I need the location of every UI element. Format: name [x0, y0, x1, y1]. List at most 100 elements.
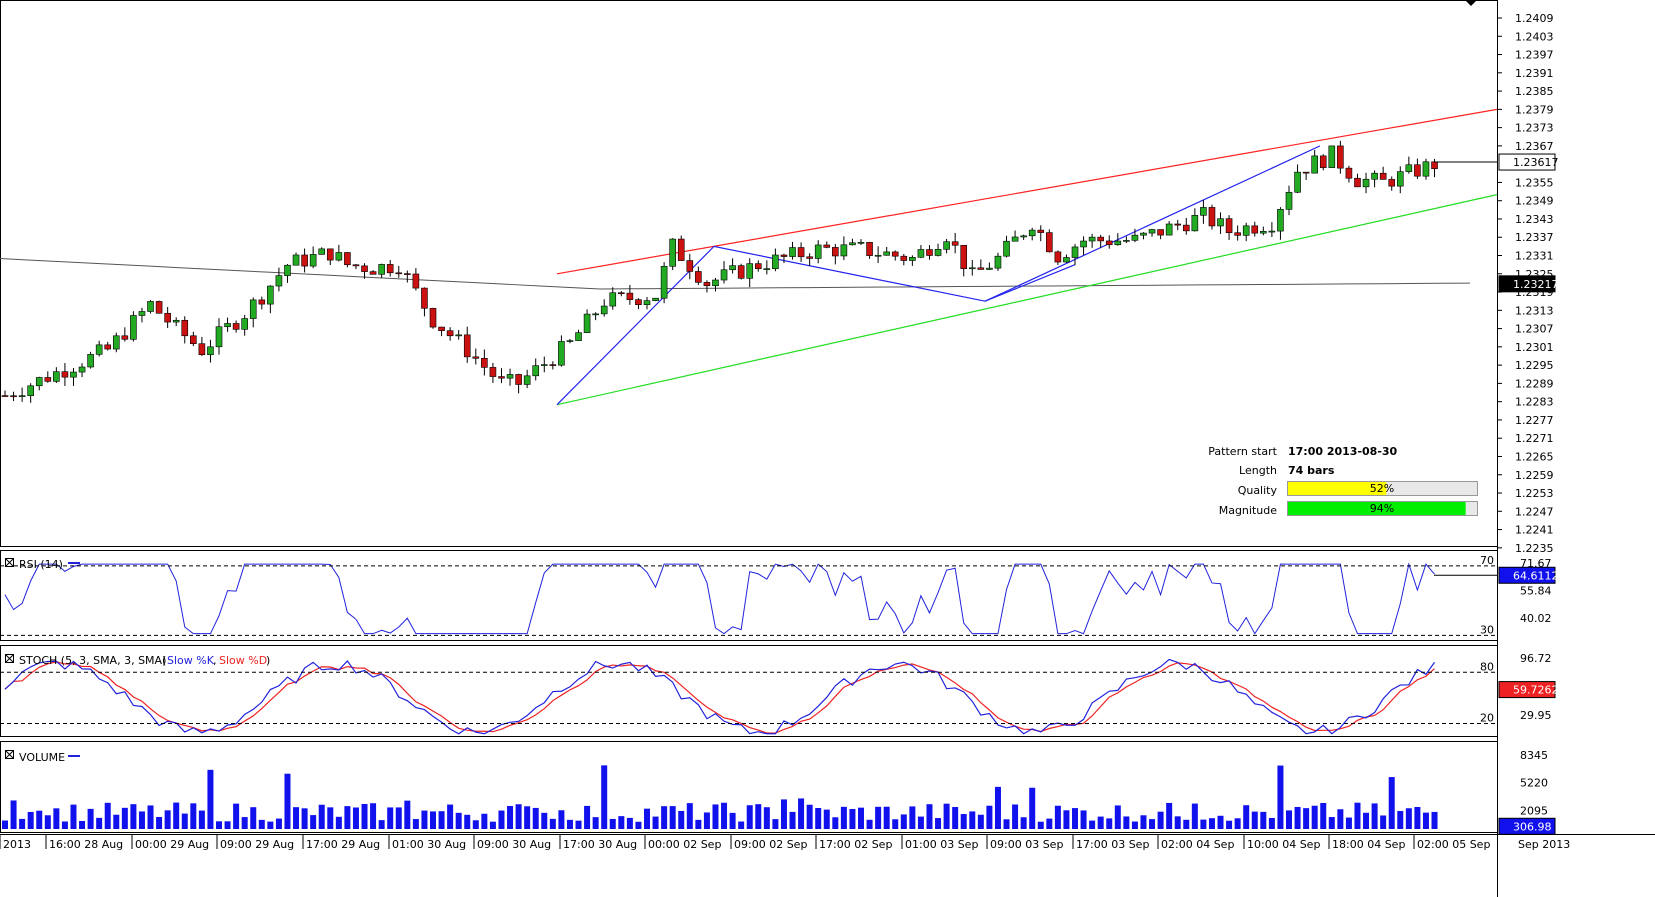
candle-body: [121, 335, 129, 340]
volume-bar: [1174, 816, 1181, 829]
svg-text:,: ,: [213, 654, 217, 667]
volume-bar: [763, 807, 770, 829]
candle-body: [558, 341, 565, 366]
candle-body: [1354, 177, 1361, 188]
stoch-tick-label: 96.72: [1520, 652, 1552, 665]
volume-bar: [1183, 819, 1190, 829]
volume-bar: [1397, 810, 1404, 829]
candle-body: [309, 254, 317, 267]
candle-body: [1063, 257, 1070, 263]
stoch-k-legend: Slow %K: [167, 654, 215, 667]
candle-body: [241, 318, 248, 330]
volume-bar: [729, 812, 736, 829]
rsi-current-label: 64.61122: [1513, 569, 1566, 582]
volume-bar: [27, 811, 34, 829]
volume-bar: [87, 808, 94, 829]
chevron-down-icon[interactable]: [1465, 0, 1477, 6]
candle-body: [224, 323, 231, 328]
volume-bar: [858, 807, 864, 829]
volume-bar: [224, 821, 231, 829]
price-tick-label: 1.2385: [1515, 85, 1554, 98]
volume-bar: [1431, 811, 1438, 829]
volume-bar: [1191, 803, 1198, 829]
time-label: 17:00 30 Aug: [563, 838, 637, 851]
candle-body: [686, 260, 694, 272]
price-tick-label: 1.2373: [1515, 122, 1554, 135]
candle-body: [592, 313, 599, 316]
candle-body: [369, 271, 377, 275]
price-tick-label: 1.2403: [1515, 30, 1554, 43]
time-label: 16:00 28 Aug: [49, 838, 123, 851]
volume-bar: [823, 809, 830, 829]
candle-body: [652, 297, 659, 301]
candle-body: [1362, 178, 1370, 188]
candle-body: [1071, 246, 1079, 258]
volume-bar: [1089, 820, 1096, 829]
candle-body: [172, 319, 180, 323]
volume-bar: [19, 818, 26, 829]
volume-bar: [935, 818, 942, 829]
time-label: 17:00 03 Sep: [1076, 838, 1149, 851]
svg-text:(: (: [162, 654, 166, 667]
volume-bar: [1345, 817, 1352, 829]
candle-body: [181, 319, 189, 337]
volume-bar: [678, 810, 685, 829]
candle-body: [1260, 231, 1267, 234]
volume-bar: [1422, 812, 1429, 829]
volume-bar: [1029, 787, 1036, 829]
volume-bar: [404, 800, 411, 829]
volume-bar: [121, 807, 128, 829]
volume-bar: [618, 816, 625, 829]
rsi-panel: [0, 550, 1498, 641]
volume-bar: [481, 813, 488, 829]
volume-bar: [1020, 817, 1027, 829]
candle-body: [934, 249, 942, 256]
candle-body: [27, 385, 34, 396]
volume-bar: [1320, 803, 1327, 829]
volume-bar: [780, 799, 787, 829]
candle-body: [1328, 145, 1336, 168]
rsi-line: [4, 562, 1435, 635]
volume-bar: [1157, 811, 1164, 829]
candle-body: [438, 326, 445, 331]
volume-bar: [1286, 810, 1292, 829]
candle-body: [104, 344, 112, 350]
volume-bar: [1363, 812, 1370, 829]
candle-body: [1028, 229, 1036, 237]
volume-bar: [472, 820, 479, 829]
volume-bar: [70, 804, 77, 829]
volume-bar: [327, 807, 334, 829]
volume-bar: [952, 807, 959, 829]
candle-body: [1200, 207, 1207, 216]
volume-bar: [806, 804, 813, 829]
volume-bar: [849, 809, 856, 829]
candle-body: [532, 365, 540, 377]
volume-bar: [1217, 815, 1224, 829]
candle-body: [1396, 171, 1404, 187]
time-label: 02:00 04 Sep: [1161, 838, 1234, 851]
magnitude-label: Magnitude: [1219, 504, 1278, 517]
volume-bar: [1226, 820, 1233, 829]
volume-bar: [900, 814, 907, 829]
stoch-level-label: 80: [1480, 660, 1494, 673]
volume-bar: [464, 814, 471, 829]
volume-bar: [712, 804, 719, 829]
candle-body: [1311, 155, 1318, 174]
candle-body: [523, 375, 531, 385]
candle-body: [404, 273, 411, 275]
rsi-close-icon-cross: [5, 558, 14, 567]
candle-body: [421, 287, 428, 309]
price-tick-label: 1.2259: [1515, 469, 1554, 482]
candle-body: [797, 247, 805, 258]
candle-body: [746, 263, 754, 279]
candle-body: [498, 376, 505, 379]
volume-bar: [909, 806, 916, 829]
time-label: 09:00 30 Aug: [477, 838, 551, 851]
quality-value: 52%: [1370, 482, 1394, 495]
candle-body: [147, 301, 154, 312]
volume-bar: [1106, 818, 1113, 829]
ma-price-label-box: [1498, 275, 1556, 293]
quality-bar-fill: [1288, 482, 1387, 495]
stoch-title: STOCH (5, 3, SMA, 3, SMA): [19, 654, 166, 667]
volume-bar: [1063, 810, 1070, 829]
